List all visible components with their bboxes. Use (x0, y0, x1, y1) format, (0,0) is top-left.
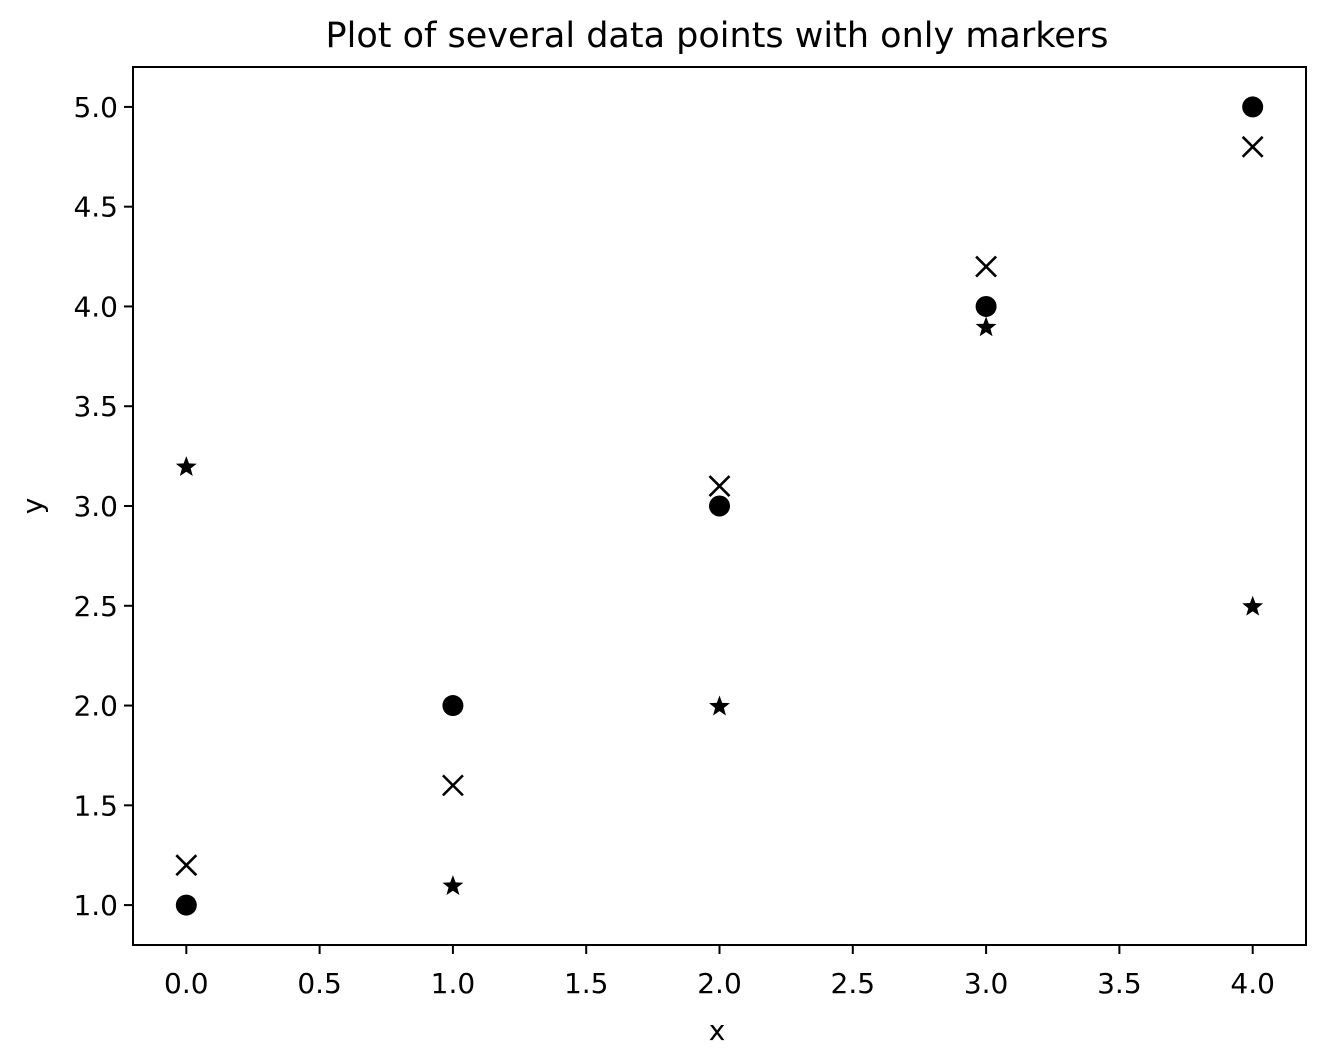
circle-marker (709, 495, 730, 517)
star-marker (175, 456, 197, 476)
x-tick-label: 0.5 (297, 967, 342, 1000)
x-marker-stroke (1241, 135, 1264, 158)
x-tick-label: 2.5 (831, 967, 876, 1000)
x-marker-stroke (975, 255, 998, 278)
x-marker (441, 774, 464, 797)
y-tick-label: 1.5 (73, 789, 118, 822)
x-axis-label: x (709, 1014, 726, 1047)
plot-area-frame (132, 66, 1307, 946)
x-tick-label: 0.0 (164, 967, 209, 1000)
y-tick-label: 4.0 (73, 290, 118, 323)
marks-layer (175, 96, 1264, 916)
x-marker-stroke (441, 774, 464, 797)
x-marker (975, 255, 998, 278)
y-tick-label: 5.0 (73, 91, 118, 124)
y-tick-label: 1.0 (73, 889, 118, 922)
x-marker (175, 854, 198, 877)
y-axis-label: y (16, 498, 49, 515)
x-tick-label: 1.0 (431, 967, 476, 1000)
circle-marker (442, 695, 464, 717)
y-tick-label: 4.5 (73, 191, 118, 224)
circle-marker (175, 894, 197, 916)
circle-marker (975, 295, 997, 317)
x-marker-stroke (708, 475, 731, 497)
x-tick-label: 3.5 (1097, 967, 1142, 1000)
y-tick-label: 2.5 (73, 590, 118, 623)
ticks-layer: 0.0 0.5 1.0 1.5 2.0 2.5 3.0 3.5 4.0 1.0 1.5 2.0 2.5 3… (73, 91, 1274, 1000)
y-tick-label: 3.5 (73, 390, 118, 423)
star-marker (975, 316, 997, 337)
star-marker (442, 875, 464, 896)
circle-marker (1242, 96, 1264, 118)
x-marker-stroke (175, 854, 198, 877)
star-marker (709, 695, 730, 716)
x-tick-label: 4.0 (1230, 967, 1275, 1000)
x-tick-label: 3.0 (964, 967, 1009, 1000)
y-tick-label: 2.0 (73, 690, 118, 723)
star-marker (1242, 595, 1264, 616)
chart-title: Plot of several data points with only ma… (326, 16, 1109, 56)
x-marker (1241, 135, 1264, 158)
x-tick-label: 2.0 (697, 967, 742, 1000)
y-tick-label: 3.0 (73, 490, 118, 523)
x-marker (708, 475, 731, 497)
x-tick-label: 1.5 (564, 967, 609, 1000)
